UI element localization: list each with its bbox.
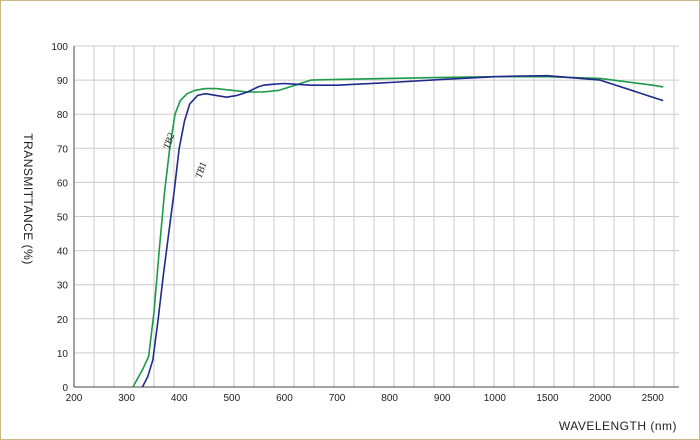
y-tick-label: 10 — [57, 349, 69, 360]
grid — [74, 45, 679, 388]
series-line-tb1 — [141, 74, 664, 388]
x-tick-label: 700 — [329, 393, 346, 404]
x-tick-label: 1000 — [484, 393, 507, 404]
y-tick-label: 50 — [57, 213, 69, 224]
y-tick-label: 100 — [51, 42, 68, 53]
y-tick-label: 90 — [57, 76, 69, 87]
y-tick-label: 40 — [57, 247, 69, 258]
y-tick-label: 80 — [57, 110, 69, 121]
y-tick-label: 30 — [57, 281, 69, 292]
x-axis-title: WAVELENGTH (nm) — [559, 419, 677, 433]
x-tick-label: 400 — [171, 393, 188, 404]
x-tick-label: 600 — [276, 393, 293, 404]
axes: 0 10 20 30 40 50 60 70 80 90 100 200 300 400 500 600 700… — [51, 42, 679, 404]
x-tick-label: 200 — [66, 393, 83, 404]
x-tick-label: 300 — [118, 393, 135, 404]
x-tick-label: 800 — [381, 393, 398, 404]
series-label-tb1: TB1 — [194, 161, 210, 180]
y-tick-label: 70 — [57, 144, 69, 155]
y-tick-label: 60 — [57, 178, 69, 189]
y-tick-label: 20 — [57, 315, 69, 326]
x-tick-label: 1500 — [536, 393, 559, 404]
y-axis-title: TRANSMITTANCE (%) — [21, 133, 35, 265]
series-group — [132, 74, 664, 388]
label-group: TRANSMITTANCE (%) WAVELENGTH (nm) TB2 TB… — [21, 132, 677, 433]
series-line-tb2 — [132, 75, 664, 388]
x-tick-label: 2500 — [642, 393, 665, 404]
y-tick-label: 0 — [62, 383, 68, 394]
x-tick-label: 500 — [223, 393, 240, 404]
x-tick-label: 900 — [434, 393, 451, 404]
series-label-tb2: TB2 — [162, 132, 178, 151]
x-tick-label: 2000 — [589, 393, 612, 404]
